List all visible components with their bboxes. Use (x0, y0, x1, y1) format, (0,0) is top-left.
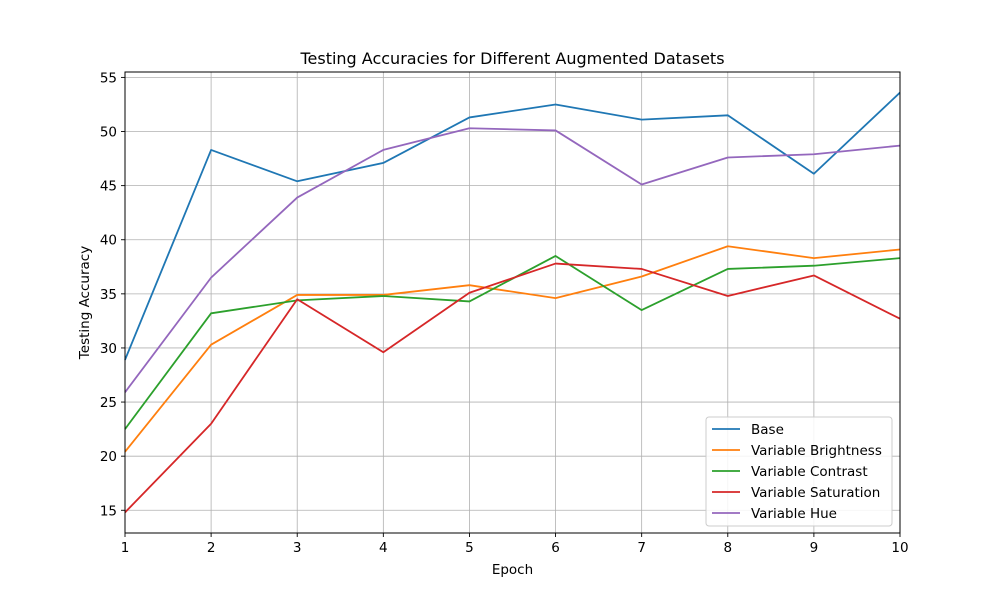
y-tick-label: 55 (100, 70, 117, 86)
x-tick-label: 2 (207, 540, 216, 556)
x-tick-label: 9 (810, 540, 819, 556)
y-tick-label: 30 (100, 341, 117, 357)
y-tick-label: 45 (100, 179, 117, 195)
y-axis-title: Testing Accuracy (77, 246, 93, 360)
y-tick-label: 25 (100, 395, 117, 411)
series-line-variable-hue (124, 127, 901, 393)
y-tick-label: 50 (100, 125, 117, 141)
series-line-variable-brightness (124, 245, 901, 453)
series-lines (124, 91, 901, 514)
y-tick-label: 15 (100, 503, 117, 519)
plot-frame-border (124, 71, 901, 534)
series-line-variable-saturation (124, 262, 901, 514)
legend-label: Variable Contrast (751, 464, 868, 480)
series-line-base (124, 91, 901, 361)
legend-label: Variable Brightness (751, 443, 882, 459)
x-tick-label: 7 (637, 540, 646, 556)
x-tick-label: 4 (379, 540, 388, 556)
legend-label: Variable Saturation (751, 485, 880, 501)
x-axis-title: Epoch (492, 562, 533, 578)
y-tick-label: 40 (100, 233, 117, 249)
legend-box (705, 416, 893, 527)
chart-title: Testing Accuracies for Different Augment… (299, 49, 724, 68)
x-tick-label: 6 (551, 540, 560, 556)
plot-frame (124, 71, 901, 534)
x-tick-label: 8 (723, 540, 732, 556)
x-tick-label: 1 (121, 540, 130, 556)
legend-label: Base (751, 422, 784, 438)
x-tick-label: 5 (465, 540, 474, 556)
legend-label: Variable Hue (751, 506, 837, 522)
legend: Base Variable Brightness Variable Contrast… (705, 416, 893, 527)
x-tick-label: 10 (891, 540, 908, 556)
x-tick-label: 3 (293, 540, 302, 556)
y-tick-label: 35 (100, 287, 117, 303)
y-tick-label: 20 (100, 449, 117, 465)
